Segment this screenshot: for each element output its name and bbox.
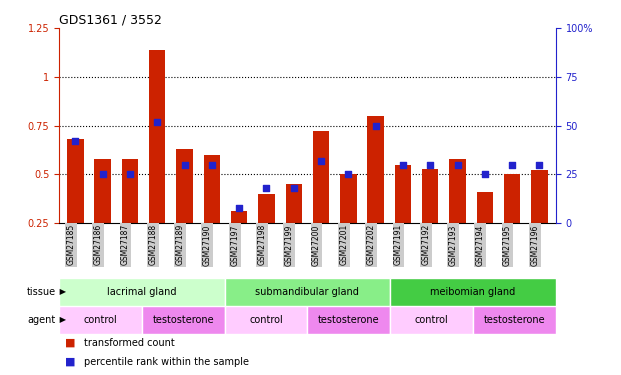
Text: control: control: [415, 315, 448, 325]
Text: percentile rank within the sample: percentile rank within the sample: [84, 357, 249, 367]
Text: tissue: tissue: [27, 286, 56, 297]
Bar: [531, 171, 548, 272]
Bar: [122, 159, 138, 272]
Point: [343, 171, 353, 177]
Text: GSM27187: GSM27187: [121, 224, 130, 266]
Bar: [477, 192, 493, 272]
Bar: [395, 165, 411, 272]
Text: GDS1361 / 3552: GDS1361 / 3552: [59, 14, 162, 27]
Point: [480, 171, 490, 177]
Bar: [313, 132, 329, 272]
Text: submandibular gland: submandibular gland: [255, 286, 360, 297]
Bar: [149, 50, 165, 272]
Text: ▶: ▶: [57, 315, 66, 324]
Bar: [176, 149, 193, 272]
Bar: [231, 211, 247, 272]
Bar: [473, 306, 556, 334]
Text: GSM27199: GSM27199: [285, 224, 294, 266]
Text: ■: ■: [65, 338, 79, 348]
Bar: [94, 159, 111, 272]
Bar: [225, 278, 390, 306]
Text: GSM27198: GSM27198: [258, 224, 266, 266]
Point: [425, 162, 435, 168]
Text: GSM27197: GSM27197: [230, 224, 239, 266]
Text: GSM27189: GSM27189: [176, 224, 184, 266]
Point: [152, 119, 162, 125]
Text: GSM27190: GSM27190: [203, 224, 212, 266]
Text: transformed count: transformed count: [84, 338, 175, 348]
Bar: [307, 306, 390, 334]
Point: [507, 162, 517, 168]
Point: [207, 162, 217, 168]
Text: lacrimal gland: lacrimal gland: [107, 286, 176, 297]
Point: [398, 162, 408, 168]
Point: [179, 162, 189, 168]
Point: [535, 162, 545, 168]
Point: [70, 138, 80, 144]
Text: GSM27202: GSM27202: [366, 224, 376, 266]
Text: GSM27193: GSM27193: [448, 224, 458, 266]
Point: [125, 171, 135, 177]
Point: [97, 171, 107, 177]
Text: testosterone: testosterone: [318, 315, 379, 325]
Text: GSM27195: GSM27195: [503, 224, 512, 266]
Point: [316, 158, 326, 164]
Text: GSM27200: GSM27200: [312, 224, 321, 266]
Bar: [340, 174, 356, 272]
Bar: [504, 174, 520, 272]
Bar: [59, 278, 225, 306]
Text: testosterone: testosterone: [152, 315, 214, 325]
Text: GSM27194: GSM27194: [476, 224, 485, 266]
Text: GSM27186: GSM27186: [94, 224, 102, 266]
Text: GSM27196: GSM27196: [530, 224, 540, 266]
Bar: [59, 306, 142, 334]
Text: GSM27188: GSM27188: [148, 224, 157, 266]
Bar: [390, 278, 556, 306]
Bar: [67, 139, 84, 272]
Text: agent: agent: [28, 315, 56, 325]
Text: ▶: ▶: [57, 287, 66, 296]
Text: GSM27201: GSM27201: [339, 224, 348, 266]
Bar: [204, 155, 220, 272]
Bar: [390, 306, 473, 334]
Point: [371, 123, 381, 129]
Text: testosterone: testosterone: [484, 315, 545, 325]
Text: GSM27191: GSM27191: [394, 224, 403, 266]
Bar: [368, 116, 384, 272]
Bar: [286, 184, 302, 272]
Point: [234, 204, 244, 210]
Text: control: control: [83, 315, 117, 325]
Bar: [258, 194, 274, 272]
Bar: [225, 306, 307, 334]
Text: meibomian gland: meibomian gland: [430, 286, 515, 297]
Bar: [142, 306, 225, 334]
Text: ■: ■: [65, 357, 79, 367]
Text: control: control: [249, 315, 283, 325]
Point: [261, 185, 271, 191]
Point: [289, 185, 299, 191]
Bar: [422, 168, 438, 272]
Text: GSM27192: GSM27192: [421, 224, 430, 266]
Text: GSM27185: GSM27185: [66, 224, 75, 266]
Point: [453, 162, 463, 168]
Bar: [450, 159, 466, 272]
